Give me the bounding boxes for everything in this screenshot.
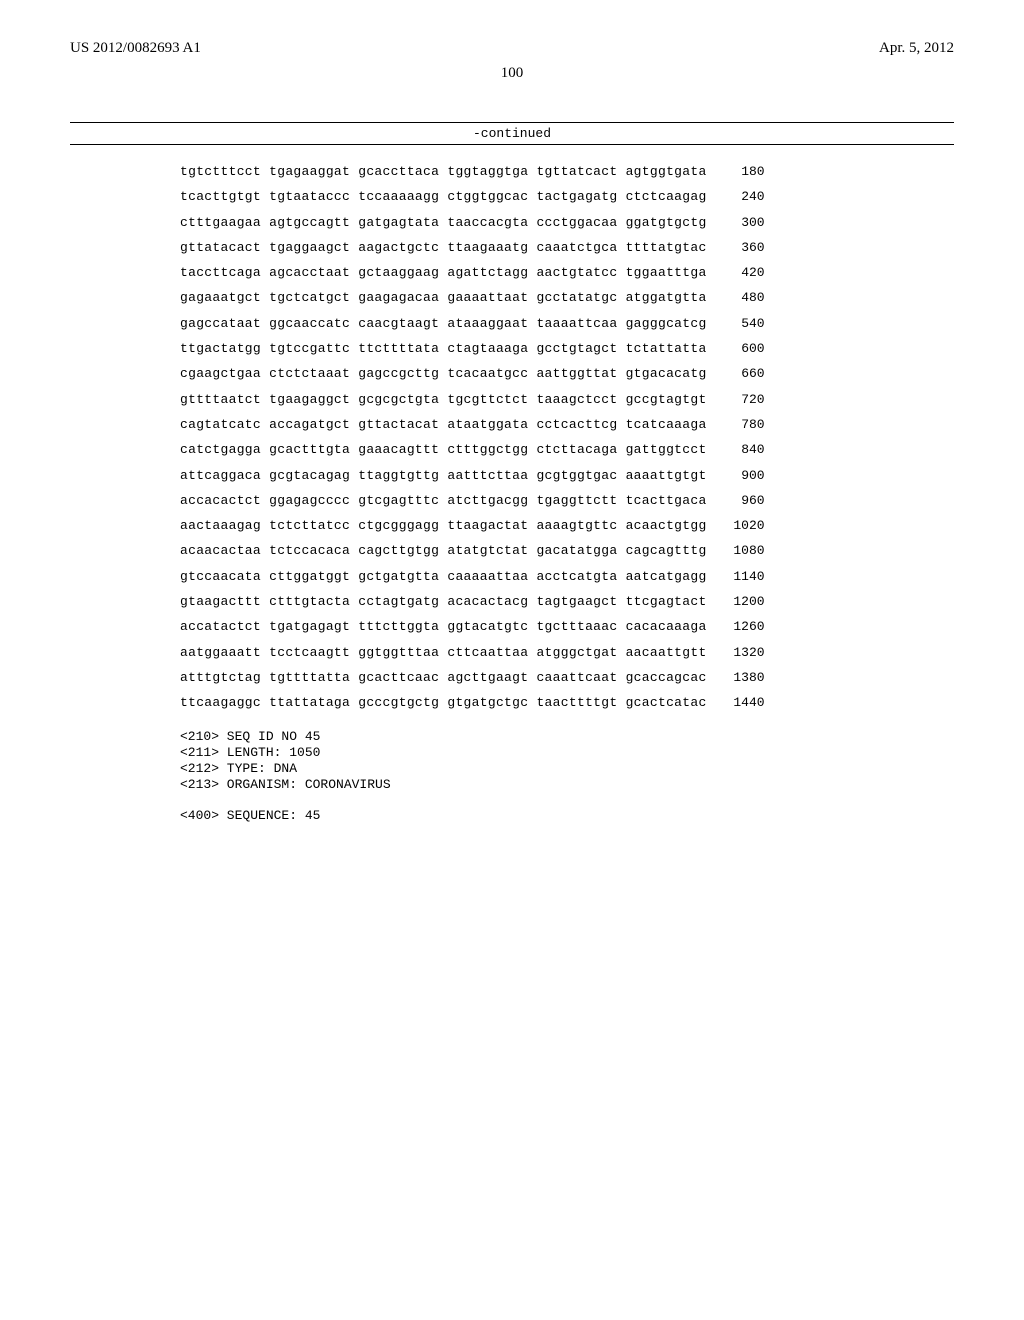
sequence-line: gttttaatct tgaagaggct gcgcgctgta tgcgttc…: [180, 393, 954, 407]
sequence-position: 1140: [725, 570, 765, 584]
sequence-position: 1080: [725, 544, 765, 558]
sequence-line: cgaagctgaa ctctctaaat gagccgcttg tcacaat…: [180, 367, 954, 381]
sequence-groups: aatggaaatt tcctcaagtt ggtggtttaa cttcaat…: [180, 646, 707, 660]
sequence-44-block: tgtctttcct tgagaaggat gcaccttaca tggtagg…: [180, 165, 954, 711]
sequence-line: tgtctttcct tgagaaggat gcaccttaca tggtagg…: [180, 165, 954, 179]
sequence-position: 1020: [725, 519, 765, 533]
sequence-position: 240: [725, 190, 765, 204]
sequence-line: tcacttgtgt tgtaataccc tccaaaaagg ctggtgg…: [180, 190, 954, 204]
sequence-position: 480: [725, 291, 765, 305]
sequence-position: 720: [725, 393, 765, 407]
sequence-groups: attcaggaca gcgtacagag ttaggtgttg aatttct…: [180, 469, 707, 483]
sequence-groups: tcacttgtgt tgtaataccc tccaaaaagg ctggtgg…: [180, 190, 707, 204]
sequence-groups: catctgagga gcactttgta gaaacagttt ctttggc…: [180, 443, 707, 457]
sequence-line: ctttgaagaa agtgccagtt gatgagtata taaccac…: [180, 216, 954, 230]
sequence-groups: accacactct ggagagcccc gtcgagtttc atcttga…: [180, 494, 707, 508]
sequence-45-header: <400> SEQUENCE: 45: [180, 808, 954, 823]
sequence-line: catctgagga gcactttgta gaaacagttt ctttggc…: [180, 443, 954, 457]
sequence-line: gagaaatgct tgctcatgct gaagagacaa gaaaatt…: [180, 291, 954, 305]
seq-meta-line: <210> SEQ ID NO 45: [180, 729, 954, 745]
sequence-45-meta: <210> SEQ ID NO 45 <211> LENGTH: 1050 <2…: [180, 729, 954, 794]
sequence-position: 540: [725, 317, 765, 331]
sequence-line: aactaaagag tctcttatcc ctgcgggagg ttaagac…: [180, 519, 954, 533]
seq-meta-line: <212> TYPE: DNA: [180, 761, 954, 777]
sequence-groups: gtccaacata cttggatggt gctgatgtta caaaaat…: [180, 570, 707, 584]
sequence-position: 1200: [725, 595, 765, 609]
sequence-line: accacactct ggagagcccc gtcgagtttc atcttga…: [180, 494, 954, 508]
sequence-line: cagtatcatc accagatgct gttactacat ataatgg…: [180, 418, 954, 432]
sequence-groups: gtaagacttt ctttgtacta cctagtgatg acacact…: [180, 595, 707, 609]
sequence-groups: cgaagctgaa ctctctaaat gagccgcttg tcacaat…: [180, 367, 707, 381]
sequence-groups: ttgactatgg tgtccgattc ttcttttata ctagtaa…: [180, 342, 707, 356]
sequence-position: 960: [725, 494, 765, 508]
seq-meta-line: <211> LENGTH: 1050: [180, 745, 954, 761]
sequence-line: gtccaacata cttggatggt gctgatgtta caaaaat…: [180, 570, 954, 584]
sequence-position: 900: [725, 469, 765, 483]
sequence-position: 600: [725, 342, 765, 356]
sequence-position: 180: [725, 165, 765, 179]
sequence-position: 840: [725, 443, 765, 457]
sequence-groups: taccttcaga agcacctaat gctaaggaag agattct…: [180, 266, 707, 280]
sequence-line: acaacactaa tctccacaca cagcttgtgg atatgtc…: [180, 544, 954, 558]
continued-label: -continued: [70, 126, 954, 141]
seq-meta-line: <213> ORGANISM: CORONAVIRUS: [180, 777, 954, 793]
sequence-line: gtaagacttt ctttgtacta cctagtgatg acacact…: [180, 595, 954, 609]
patent-number: US 2012/0082693 A1: [70, 40, 201, 57]
sequence-position: 1380: [725, 671, 765, 685]
sequence-position: 300: [725, 216, 765, 230]
sequence-position: 360: [725, 241, 765, 255]
sequence-line: attcaggaca gcgtacagag ttaggtgttg aatttct…: [180, 469, 954, 483]
sequence-line: accatactct tgatgagagt tttcttggta ggtacat…: [180, 620, 954, 634]
sequence-position: 1320: [725, 646, 765, 660]
sequence-line: gttatacact tgaggaagct aagactgctc ttaagaa…: [180, 241, 954, 255]
sequence-line: ttgactatgg tgtccgattc ttcttttata ctagtaa…: [180, 342, 954, 356]
page-number: 100: [70, 65, 954, 82]
sequence-groups: ctttgaagaa agtgccagtt gatgagtata taaccac…: [180, 216, 707, 230]
sequence-position: 1260: [725, 620, 765, 634]
sequence-groups: gagaaatgct tgctcatgct gaagagacaa gaaaatt…: [180, 291, 707, 305]
continued-divider: -continued: [70, 122, 954, 145]
sequence-groups: ttcaagaggc ttattataga gcccgtgctg gtgatgc…: [180, 696, 707, 710]
sequence-position: 1440: [725, 696, 765, 710]
sequence-groups: aactaaagag tctcttatcc ctgcgggagg ttaagac…: [180, 519, 707, 533]
sequence-position: 780: [725, 418, 765, 432]
sequence-line: gagccataat ggcaaccatc caacgtaagt ataaagg…: [180, 317, 954, 331]
sequence-groups: gttatacact tgaggaagct aagactgctc ttaagaa…: [180, 241, 707, 255]
sequence-groups: gagccataat ggcaaccatc caacgtaagt ataaagg…: [180, 317, 707, 331]
sequence-line: atttgtctag tgttttatta gcacttcaac agcttga…: [180, 671, 954, 685]
sequence-groups: cagtatcatc accagatgct gttactacat ataatgg…: [180, 418, 707, 432]
sequence-position: 660: [725, 367, 765, 381]
sequence-groups: accatactct tgatgagagt tttcttggta ggtacat…: [180, 620, 707, 634]
sequence-line: taccttcaga agcacctaat gctaaggaag agattct…: [180, 266, 954, 280]
sequence-line: aatggaaatt tcctcaagtt ggtggtttaa cttcaat…: [180, 646, 954, 660]
sequence-line: ttcaagaggc ttattataga gcccgtgctg gtgatgc…: [180, 696, 954, 710]
sequence-groups: atttgtctag tgttttatta gcacttcaac agcttga…: [180, 671, 707, 685]
pub-date: Apr. 5, 2012: [879, 40, 954, 57]
sequence-groups: gttttaatct tgaagaggct gcgcgctgta tgcgttc…: [180, 393, 707, 407]
sequence-groups: tgtctttcct tgagaaggat gcaccttaca tggtagg…: [180, 165, 707, 179]
sequence-position: 420: [725, 266, 765, 280]
sequence-groups: acaacactaa tctccacaca cagcttgtgg atatgtc…: [180, 544, 707, 558]
